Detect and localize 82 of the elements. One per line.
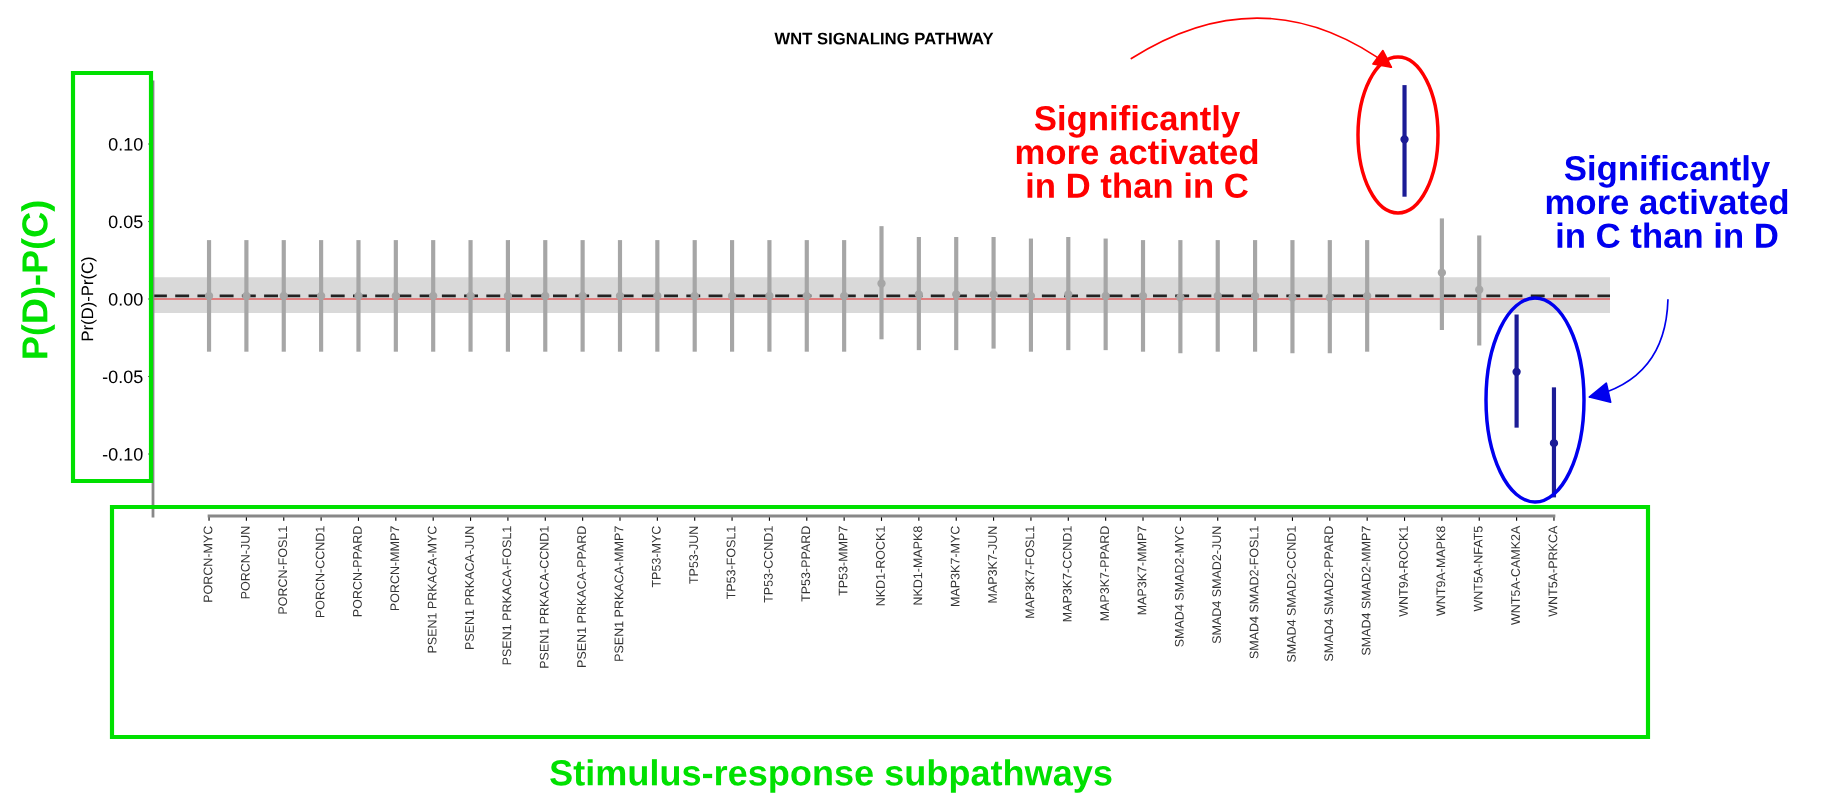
x-tick-label: TP53-FOSL1 [726, 526, 736, 600]
x-tick-label: TP53-CCND1 [763, 526, 773, 603]
x-tick-label: SMAD4 SMAD2-CCND1 [1286, 526, 1296, 662]
x-tick-label: MAP3K7-CCND1 [1062, 526, 1072, 622]
point [204, 291, 214, 301]
point [391, 291, 401, 301]
x-tick-label: TP53-PPARD [801, 526, 811, 602]
x-tick-label: WNT9A-MAPK8 [1436, 526, 1446, 616]
x-tick-label: MAP3K7-MYC [950, 526, 960, 606]
x-tick-label: WNT5A-CAMK2A [1511, 525, 1520, 625]
point [727, 291, 737, 301]
point [1549, 438, 1559, 448]
x-tick-label: WNT9A-ROCK1 [1399, 526, 1408, 617]
point [765, 291, 774, 301]
annotation: Significantly more activated in D than in C [1016, 105, 1258, 199]
chart-title: WNT SIGNALING PATHWAY [774, 32, 994, 45]
x-tick-label: PSEN1 PRKACA-FOSL1 [502, 526, 512, 665]
y-tick-label: -0.05 [102, 370, 143, 384]
x-tick-label: SMAD4 SMAD2-JUN [1212, 526, 1222, 644]
point [1176, 293, 1185, 302]
point [877, 279, 886, 288]
x-tick-label: SMAD4 SMAD2-MMP7 [1361, 526, 1371, 656]
point [1213, 291, 1222, 301]
point [1475, 285, 1484, 294]
point [1325, 293, 1334, 302]
point [839, 291, 849, 301]
x-tick-label: NKD1-ROCK1 [876, 526, 885, 606]
y-tick-label: 0.00 [108, 292, 143, 306]
point [1400, 135, 1409, 144]
text: P(D)-P(C) [21, 201, 55, 358]
x-tick-label: PORCN-MYC [203, 526, 213, 602]
point [429, 291, 438, 301]
x-tick-label: PORCN-FOSL1 [278, 526, 288, 614]
point [242, 291, 251, 301]
point [578, 291, 587, 301]
x-tick-label: PSEN1 PRKACA-PPARD [577, 526, 586, 667]
x-tick-label: PORCN-MMP7 [390, 526, 400, 611]
point [1288, 293, 1297, 302]
x-tick-label: PORCN-JUN [240, 526, 250, 599]
point [354, 291, 363, 301]
point [1512, 367, 1521, 377]
x-tick-label: MAP3K7-JUN [988, 526, 997, 603]
annotation: Significantly more activated in C than in D [1546, 155, 1788, 249]
x-tick-label: SMAD4 SMAD2-FOSL1 [1249, 526, 1259, 659]
point [653, 291, 662, 301]
x-tick-label: WNT5A-NFAT5 [1473, 526, 1483, 612]
y-tick-label: 0.05 [108, 215, 143, 229]
point [1026, 291, 1036, 301]
x-tick-label: MAP3K7-FOSL1 [1025, 526, 1035, 618]
x-tick-label: PSEN1 PRKACA-MYC [427, 526, 437, 653]
x-tick-label: PSEN1 PRKACA-MMP7 [614, 526, 624, 661]
point [802, 291, 811, 301]
point [1362, 291, 1372, 301]
point [1250, 291, 1260, 301]
x-tick-label: TP53-MYC [651, 526, 661, 588]
x-tick-label: TP53-MMP7 [838, 526, 848, 596]
y-axis-title: Pr(D)-Pr(C) [81, 257, 97, 341]
x-tick-label: NKD1-MAPK8 [913, 526, 923, 605]
point [466, 291, 475, 301]
x-tick-label: TP53-JUN [689, 526, 699, 584]
x-tick-label: PORCN-PPARD [352, 526, 362, 617]
point [279, 291, 288, 301]
point [1101, 291, 1110, 301]
point [989, 290, 998, 299]
point [690, 291, 699, 301]
x-tick-label: WNT5A-PRKCA [1548, 525, 1558, 617]
x-tick-label: PSEN1 PRKACA-JUN [465, 526, 474, 650]
x-tick-label: MAP3K7-PPARD [1100, 526, 1110, 621]
y-tick-label: -0.10 [102, 447, 143, 461]
point [541, 291, 550, 301]
point [503, 291, 513, 301]
point [1138, 291, 1148, 301]
x-tick-label: SMAD4 SMAD2-PPARD [1324, 526, 1334, 662]
x-tick-label: PORCN-CCND1 [315, 526, 325, 618]
point [1437, 268, 1447, 277]
y-tick-label: 0.10 [108, 137, 143, 151]
text: Stimulus-response subpathways [550, 759, 1112, 793]
point [615, 291, 625, 301]
point [316, 291, 326, 301]
x-tick-label: SMAD4 SMAD2-MYC [1174, 526, 1184, 647]
x-tick-label: MAP3K7-MMP7 [1137, 526, 1147, 615]
x-tick-label: PSEN1 PRKACA-CCND1 [539, 526, 549, 668]
